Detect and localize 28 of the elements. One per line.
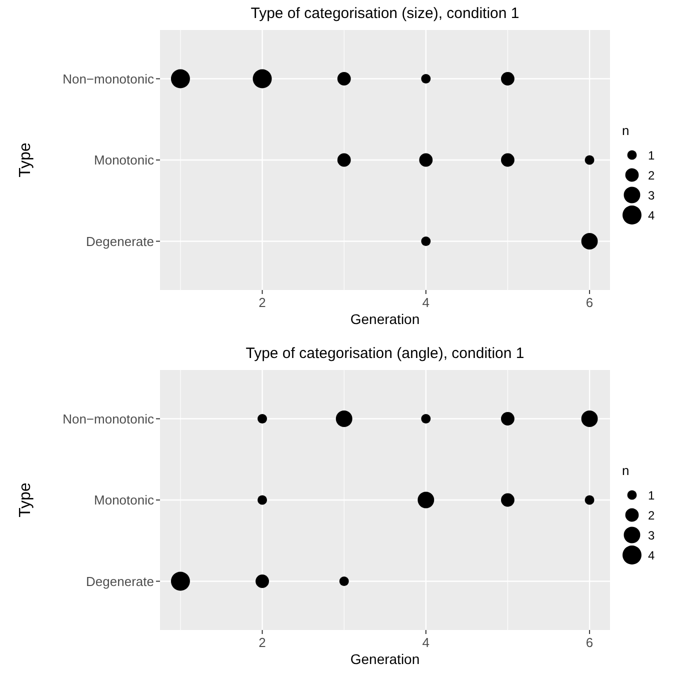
y-axis-title: Type — [17, 482, 34, 518]
legend-label: 2 — [648, 168, 655, 182]
legend-title: n — [622, 123, 630, 138]
y-tick-label: Monotonic — [94, 152, 154, 168]
y-tick-label: Monotonic — [94, 492, 154, 508]
legend-label: 1 — [648, 488, 655, 502]
x-tick-label: 6 — [586, 295, 594, 310]
legend-label: 4 — [648, 208, 655, 222]
legend-label: 2 — [648, 508, 655, 522]
legend-title: n — [622, 463, 630, 478]
x-axis-title: Generation — [350, 311, 420, 327]
legend-label: 1 — [648, 148, 655, 162]
y-tick-label: Degenerate — [86, 234, 154, 249]
legend-label: 3 — [648, 528, 655, 542]
x-tick-label: 4 — [422, 295, 430, 310]
x-tick-label: 2 — [258, 295, 266, 310]
y-tick-label: Degenerate — [86, 574, 154, 589]
legend-label: 4 — [648, 548, 655, 562]
legend-label: 3 — [648, 188, 655, 202]
x-axis-title: Generation — [350, 651, 420, 667]
y-tick-label: Non−monotonic — [62, 411, 154, 426]
chart-title: Type of categorisation (size), condition 1 — [250, 5, 520, 22]
x-tick-label: 2 — [258, 635, 266, 650]
y-tick-label: Non−monotonic — [62, 71, 154, 86]
y-axis-title: Type — [17, 142, 34, 178]
chart-title: Type of categorisation (angle), condition 1 — [246, 345, 524, 362]
x-tick-label: 4 — [422, 635, 430, 650]
x-tick-label: 6 — [586, 635, 594, 650]
